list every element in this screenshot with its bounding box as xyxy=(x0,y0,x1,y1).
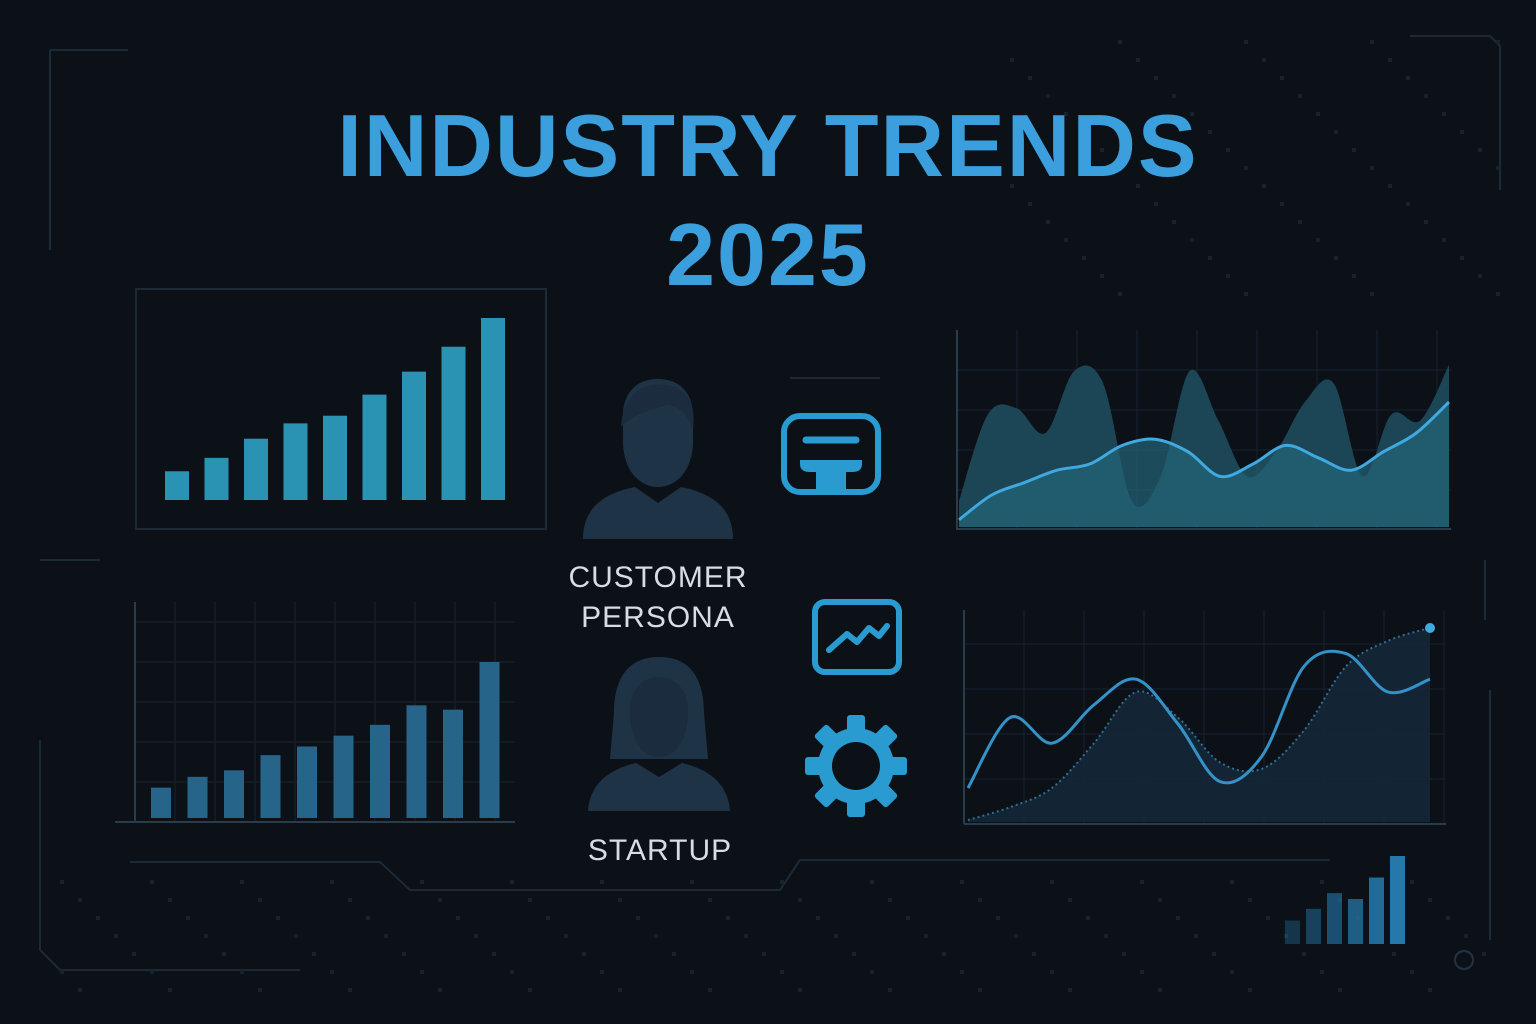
area-chart-trends xyxy=(956,330,1451,530)
bar xyxy=(1306,908,1321,944)
bar xyxy=(402,371,426,500)
bar xyxy=(443,709,463,818)
bar xyxy=(283,423,308,500)
customer-persona-label-line2: PERSONA xyxy=(581,601,735,634)
bar xyxy=(1348,899,1363,944)
area-series-2 xyxy=(959,402,1449,527)
bar xyxy=(187,776,208,818)
bar xyxy=(323,415,347,500)
bar xyxy=(165,471,189,500)
bar xyxy=(244,438,268,500)
line-end-point xyxy=(1425,623,1435,633)
customer-persona-label: CUSTOMER PERSONA xyxy=(540,558,776,638)
chart-frame xyxy=(135,288,547,530)
line-chart-forecast xyxy=(963,610,1446,825)
bar xyxy=(297,746,317,818)
trend-line-icon xyxy=(812,599,902,675)
line-series-forecast xyxy=(967,627,1431,821)
bar xyxy=(260,755,281,818)
page-title: INDUSTRY TRENDS xyxy=(337,96,1199,195)
bar xyxy=(441,346,466,500)
bar-chart-growth-top xyxy=(135,288,547,530)
line-series-actual xyxy=(966,649,1431,789)
startup-label: STARTUP xyxy=(587,834,733,867)
bar xyxy=(1390,856,1405,944)
line-series-2 xyxy=(958,400,1451,521)
bar xyxy=(333,735,354,818)
bar xyxy=(224,770,244,818)
customer-persona-label-line1: CUSTOMER xyxy=(568,561,748,594)
bar xyxy=(1327,893,1342,944)
user-female-icon xyxy=(588,657,730,811)
chat-bubble-icon xyxy=(781,413,881,495)
bar-chart-growth-bottom xyxy=(115,602,515,823)
bar xyxy=(479,662,500,818)
bar xyxy=(406,705,427,818)
area-series-forecast xyxy=(968,628,1430,822)
gear-icon xyxy=(805,715,907,817)
page-title-year: 2025 xyxy=(666,205,870,304)
user-male-icon xyxy=(583,379,733,539)
bar xyxy=(481,318,505,500)
bar xyxy=(204,457,229,500)
bar xyxy=(1285,920,1300,944)
bar xyxy=(362,394,387,500)
bar xyxy=(370,724,390,818)
mini-bar-chart xyxy=(1285,856,1405,944)
bar xyxy=(1369,877,1384,944)
bar xyxy=(151,787,171,818)
